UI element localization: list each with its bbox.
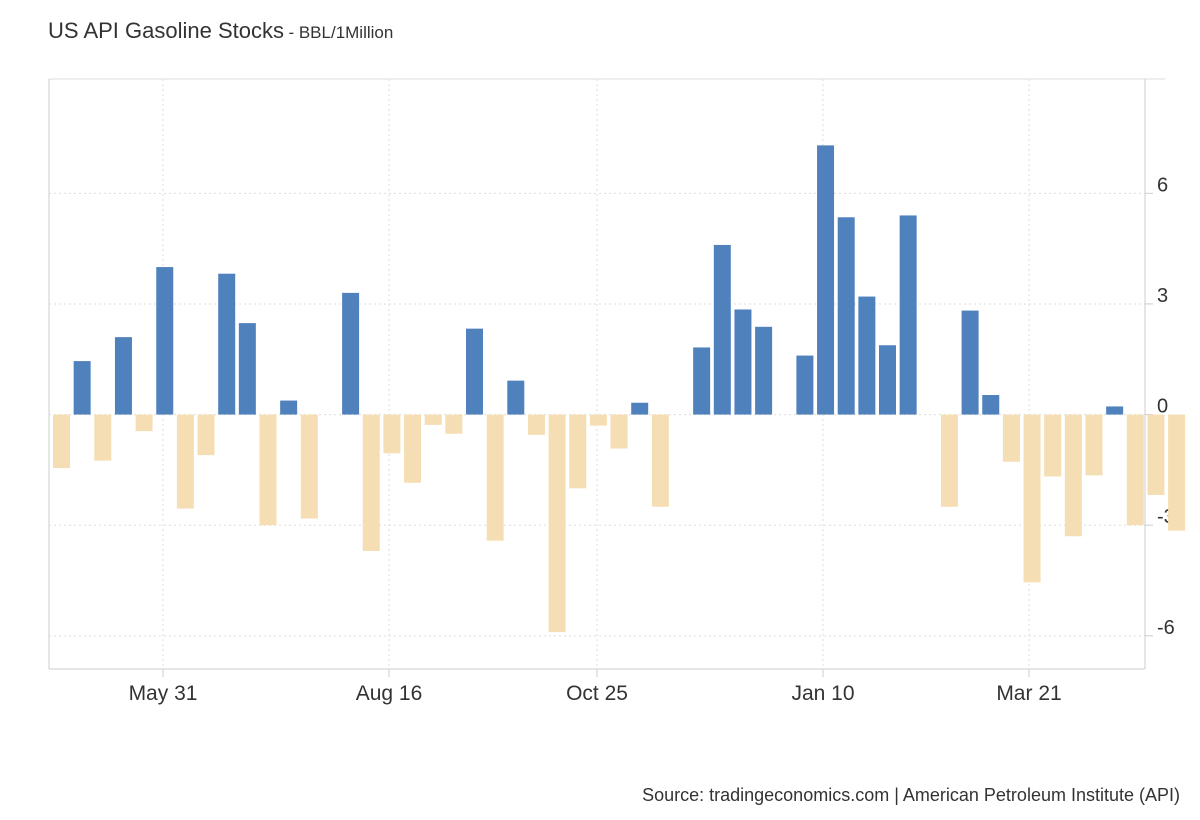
x-tick-label: Aug 16 [356, 682, 423, 705]
bar [486, 414, 504, 541]
y-tick-label: 3 [1157, 285, 1168, 307]
bar [176, 414, 194, 509]
bar [569, 414, 587, 489]
bar [755, 326, 773, 415]
bar [548, 414, 566, 633]
bar [197, 414, 215, 456]
bar [1085, 414, 1103, 476]
bar [527, 414, 545, 435]
y-tick-label: -6 [1157, 617, 1175, 639]
bar [300, 414, 318, 519]
bar [135, 414, 153, 432]
bar [1064, 414, 1082, 537]
bar [1023, 414, 1041, 583]
bar [631, 402, 649, 415]
chart-area: 6 3 0 -3 -6 May 31 Aug 16 Oct 25 Jan 10 Mar 21 [48, 78, 1186, 705]
bar [218, 273, 236, 415]
bar [404, 414, 422, 483]
bar [342, 292, 360, 415]
bar [1044, 414, 1062, 477]
bar [1147, 414, 1165, 495]
bar [589, 414, 607, 426]
x-tick-label: Oct 25 [566, 682, 628, 705]
bar [362, 414, 380, 551]
x-tick-label: Mar 21 [996, 682, 1061, 705]
bar [817, 145, 835, 415]
bar [899, 215, 917, 415]
bar [693, 347, 711, 415]
bar [94, 414, 112, 461]
bar [383, 414, 401, 454]
bar [734, 309, 752, 415]
bar [424, 414, 442, 425]
bar [259, 414, 277, 526]
bar [156, 267, 174, 415]
bar [507, 380, 525, 415]
bar [53, 414, 70, 469]
bar [445, 414, 463, 434]
bar [280, 400, 298, 415]
bar [610, 414, 628, 449]
bar [1126, 414, 1144, 526]
bar [961, 310, 979, 415]
bar [713, 244, 731, 415]
bar [982, 395, 1000, 415]
bar [114, 337, 132, 415]
source-note: Source: tradingeconomics.com | American … [642, 785, 1180, 805]
bar [466, 328, 483, 415]
bar [1106, 406, 1124, 415]
bar [1002, 414, 1020, 462]
chart-title-row: US API Gasoline Stocks - BBL/1Million [48, 18, 393, 44]
bar [858, 296, 876, 415]
bar [651, 414, 669, 507]
x-tick-label: Jan 10 [791, 682, 854, 705]
bar [940, 414, 958, 507]
chart-title: US API Gasoline Stocks [48, 18, 284, 43]
bar [796, 355, 814, 415]
bar [879, 345, 896, 415]
bar [837, 217, 855, 415]
bar [1168, 414, 1186, 531]
chart-subtitle: - BBL/1Million [288, 23, 394, 42]
y-tick-label: 0 [1157, 396, 1168, 418]
bar [73, 361, 91, 415]
x-tick-label: May 31 [129, 682, 198, 705]
bar [238, 323, 256, 415]
y-tick-label: 6 [1157, 174, 1168, 196]
